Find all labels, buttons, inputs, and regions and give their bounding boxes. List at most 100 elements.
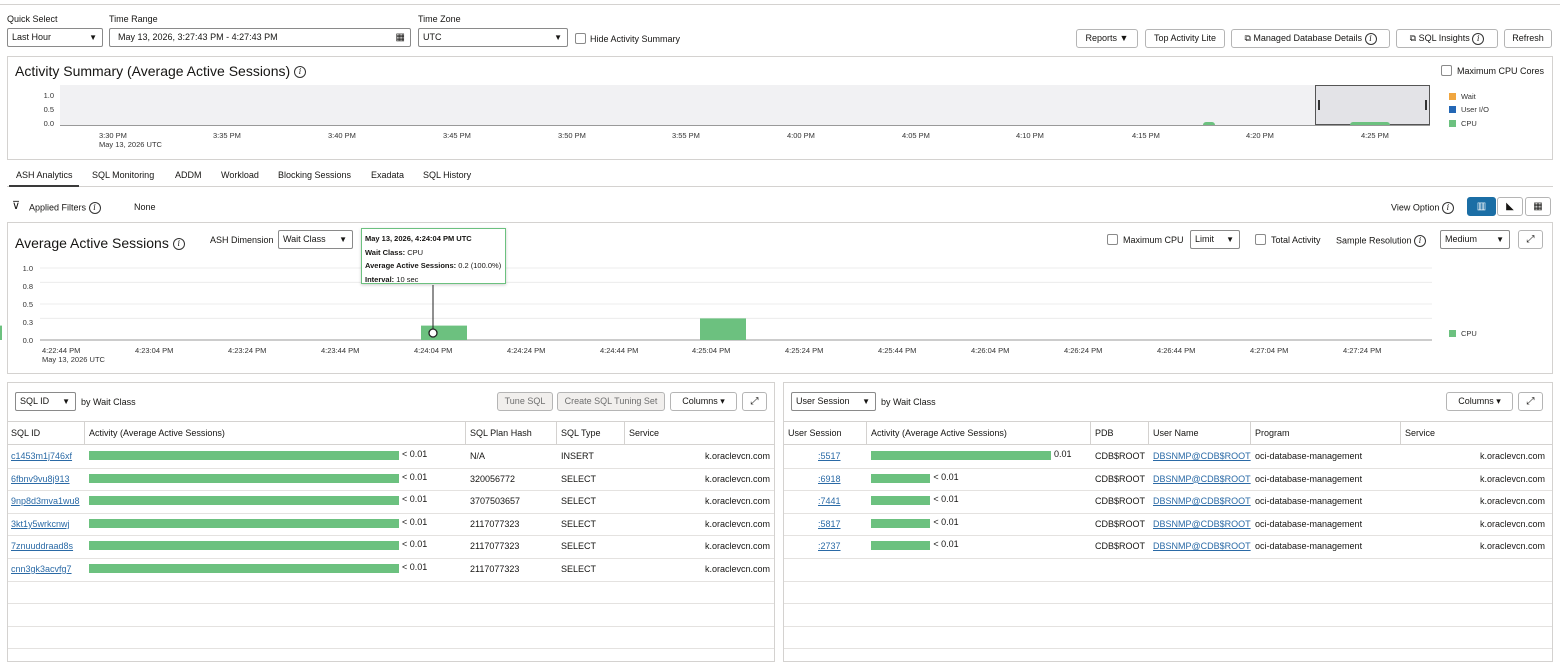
column-header-activity[interactable]: Activity (Average Active Sessions) <box>89 428 225 438</box>
limit-dropdown[interactable]: Limit ▼ <box>1190 230 1240 249</box>
sql-dimension-value: SQL ID <box>20 396 50 406</box>
column-header-pdb[interactable]: PDB <box>1095 428 1114 438</box>
reports-button[interactable]: Reports ▼ <box>1076 29 1138 48</box>
legend-cpu[interactable]: CPU <box>1461 329 1477 338</box>
column-header-service[interactable]: Service <box>629 428 660 438</box>
sql-id-link[interactable]: 7znuuddraad8s <box>11 541 74 552</box>
summary-chart-area[interactable] <box>60 85 1430 125</box>
activity-value: < 0.01 <box>402 494 428 505</box>
user-name-link[interactable]: DBSNMP@CDB$ROOT <box>1153 451 1251 461</box>
total-activity-checkbox[interactable] <box>1255 234 1266 245</box>
refresh-button[interactable]: Refresh <box>1504 29 1552 48</box>
user-session-link[interactable]: :2737 <box>818 541 841 552</box>
legend-user-io[interactable]: User I/O <box>1461 105 1489 114</box>
info-icon[interactable]: i <box>294 66 307 79</box>
tab-sql-history[interactable]: SQL History <box>423 170 472 180</box>
user-session-link[interactable]: :7441 <box>818 496 841 507</box>
user-name-link[interactable]: DBSNMP@CDB$ROOT <box>1153 473 1251 484</box>
time-zone-dropdown[interactable]: UTC ▼ <box>418 28 568 47</box>
limit-value: Limit <box>1195 234 1215 244</box>
user-name-link[interactable]: DBSNMP@CDB$ROOT <box>1153 496 1251 507</box>
table-header-bottom <box>8 444 774 445</box>
sql-id-link[interactable]: 3kt1y5wrkcnwj <box>11 518 70 529</box>
user-name-link[interactable]: DBSNMP@CDB$ROOT <box>1153 518 1251 529</box>
tabs-divider <box>7 186 1553 187</box>
tab-blocking-sessions[interactable]: Blocking Sessions <box>278 170 352 180</box>
bar-chart-view-icon[interactable]: ▥ <box>1467 197 1496 216</box>
cpu-bar[interactable] <box>700 318 746 340</box>
expand-icon[interactable]: ⤢ <box>1518 392 1543 411</box>
sql-id-link[interactable]: 9np8d3mva1wu8 <box>11 496 80 507</box>
expand-icon[interactable]: ⤢ <box>1518 230 1543 249</box>
managed-db-button[interactable]: ⧉ Managed Database Details i <box>1231 29 1390 48</box>
cpu-bar[interactable] <box>0 325 2 340</box>
column-header-sql-id[interactable]: SQL ID <box>11 428 41 438</box>
info-icon[interactable]: i <box>172 238 185 251</box>
plan-hash: 320056772 <box>470 473 516 484</box>
legend-cpu[interactable]: CPU <box>1461 119 1477 128</box>
user-name-link[interactable]: DBSNMP@CDB$ROOT <box>1153 541 1251 552</box>
column-header-program[interactable]: Program <box>1255 428 1290 438</box>
calendar-icon[interactable]: ▦ <box>395 32 405 43</box>
session-columns-button[interactable]: Columns ▾ <box>1446 392 1513 411</box>
drag-handle-right[interactable] <box>1425 100 1427 110</box>
user-session-link[interactable]: :5517 <box>818 451 841 461</box>
tab-workload[interactable]: Workload <box>221 170 259 180</box>
session-dimension-dropdown[interactable]: User Session ▼ <box>791 392 876 411</box>
x-tick: 4:15 PM <box>1132 131 1160 140</box>
service: k.oraclevcn.com <box>705 541 771 552</box>
area-chart-view-icon[interactable]: ◣ <box>1497 197 1523 216</box>
time-range-input[interactable]: May 13, 2026, 3:27:43 PM - 4:27:43 PM ▦ <box>109 28 411 47</box>
sql-dimension-dropdown[interactable]: SQL ID ▼ <box>15 392 76 411</box>
column-header-plan-hash[interactable]: SQL Plan Hash <box>470 428 532 438</box>
sql-columns-button[interactable]: Columns ▾ <box>670 392 737 411</box>
column-header-sql-type[interactable]: SQL Type <box>561 428 601 438</box>
summary-cpu-blip <box>1350 122 1390 125</box>
sql-type: SELECT <box>561 496 597 507</box>
service: k.oraclevcn.com <box>705 496 771 507</box>
cpu-bar[interactable] <box>421 325 467 340</box>
tab-ash-analytics[interactable]: ASH Analytics <box>16 170 73 180</box>
user-session-link[interactable]: :5817 <box>818 518 841 529</box>
sql-id-link[interactable]: cnn3gk3acvfg7 <box>11 564 72 574</box>
summary-range-window[interactable] <box>1315 85 1430 125</box>
column-header-activity[interactable]: Activity (Average Active Sessions) <box>871 428 1007 438</box>
sql-insights-button[interactable]: ⧉ SQL Insights i <box>1396 29 1498 48</box>
max-cpu-checkbox[interactable] <box>1107 234 1118 245</box>
table-view-icon[interactable]: ▦ <box>1525 197 1551 216</box>
row-divider <box>8 512 774 514</box>
max-cpu-cores-checkbox[interactable] <box>1441 65 1452 76</box>
hide-summary-checkbox[interactable] <box>575 33 586 44</box>
external-link-icon: ⧉ <box>1409 33 1417 43</box>
tab-sql-monitoring[interactable]: SQL Monitoring <box>92 170 155 180</box>
tab-addm[interactable]: ADDM <box>175 170 202 180</box>
x-tick: 4:27:04 PM <box>1250 346 1289 355</box>
user-session-link[interactable]: :6918 <box>818 473 841 484</box>
tune-sql-button[interactable]: Tune SQL <box>497 392 553 411</box>
column-header-service[interactable]: Service <box>1405 428 1436 438</box>
tab-exadata[interactable]: Exadata <box>371 170 405 180</box>
ash-dimension-dropdown[interactable]: Wait Class ▼ <box>278 230 353 249</box>
info-icon[interactable]: i <box>1472 32 1485 45</box>
sample-resolution-dropdown[interactable]: Medium ▼ <box>1440 230 1510 249</box>
sql-id-link[interactable]: c1453m1j746xf <box>11 451 73 461</box>
column-header-user-session[interactable]: User Session <box>788 428 842 438</box>
quick-select-dropdown[interactable]: Last Hour ▼ <box>7 28 103 47</box>
aas-title-text: Average Active Sessions <box>15 235 169 251</box>
row-divider <box>784 625 1552 627</box>
create-tuning-set-button[interactable]: Create SQL Tuning Set <box>557 392 665 411</box>
aas-chart[interactable] <box>0 255 1440 365</box>
aas-panel <box>7 222 1553 374</box>
expand-icon[interactable]: ⤢ <box>742 392 767 411</box>
info-icon[interactable]: i <box>1441 202 1454 214</box>
sql-id-link[interactable]: 6fbnv9vu8j913 <box>11 473 70 484</box>
drag-handle-left[interactable] <box>1318 100 1320 110</box>
top-activity-button[interactable]: Top Activity Lite <box>1145 29 1225 48</box>
y-tick: 0.0 <box>43 119 54 128</box>
info-icon[interactable]: i <box>1364 32 1377 45</box>
activity-bar <box>871 518 931 528</box>
info-icon[interactable]: i <box>1414 235 1427 247</box>
legend-wait[interactable]: Wait <box>1461 92 1476 101</box>
info-icon[interactable]: i <box>88 202 101 214</box>
column-header-user-name[interactable]: User Name <box>1153 428 1199 438</box>
